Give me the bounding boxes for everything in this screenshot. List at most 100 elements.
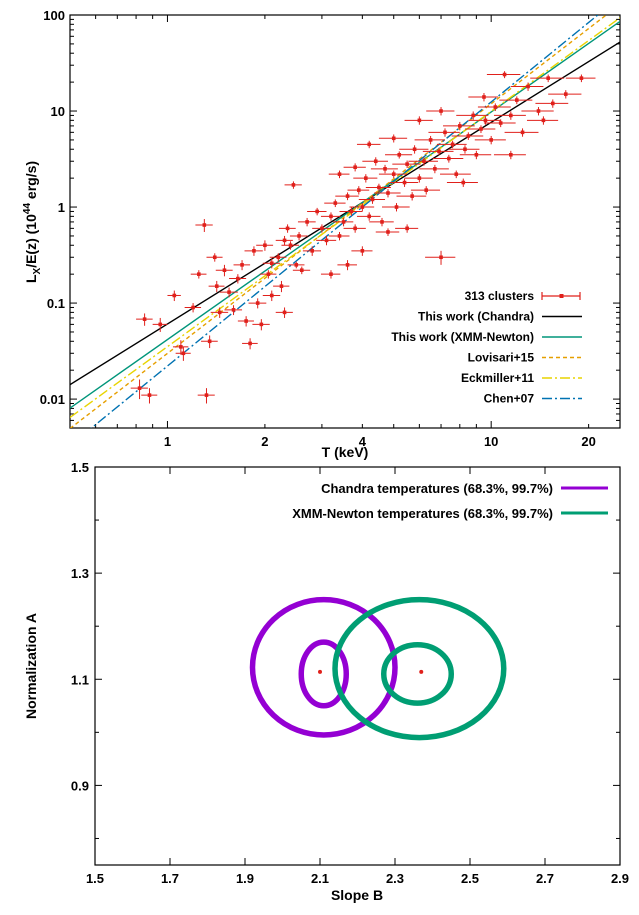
bottom-x-tick-label: 2.1 <box>311 871 329 886</box>
cluster-point <box>190 270 207 279</box>
cluster-point <box>493 111 526 120</box>
cluster-point <box>208 280 225 293</box>
cluster-point <box>448 145 480 154</box>
cluster-point <box>320 270 341 279</box>
cluster-point <box>252 319 270 331</box>
top-x-tick-label: 20 <box>581 434 595 449</box>
cluster-point <box>468 93 499 102</box>
cluster-point <box>292 266 311 275</box>
top-x-tick-label: 2 <box>261 434 268 449</box>
cluster-point <box>333 217 354 227</box>
cluster-point <box>362 157 388 166</box>
legend-label: Eckmiller+11 <box>461 371 534 385</box>
cluster-point <box>426 107 455 116</box>
cluster-point <box>410 186 441 195</box>
bottom-y-tick-label: 1.5 <box>71 460 89 475</box>
legend-label: XMM-Newton temperatures (68.3%, 99.7%) <box>292 506 553 521</box>
cluster-point <box>436 140 467 149</box>
cluster-point <box>440 170 471 179</box>
legend-label: This work (XMM-Newton) <box>391 330 534 344</box>
cluster-point <box>167 290 181 302</box>
legend-label: Chen+07 <box>484 392 535 406</box>
top-x-tick-label: 10 <box>484 434 498 449</box>
top-x-tick-label: 1 <box>164 434 171 449</box>
top-y-axis-label: LX/E(z) (1044 erg/s) <box>22 161 43 283</box>
cluster-point <box>262 290 281 302</box>
cluster-point <box>297 217 316 227</box>
cluster-point <box>459 150 492 160</box>
y-label-end: erg/s) <box>23 161 39 203</box>
confidence-contour <box>332 596 507 741</box>
top-y-tick-label: 10 <box>51 104 65 119</box>
cluster-point <box>565 74 596 83</box>
cluster-point <box>451 132 484 140</box>
confidence-contour <box>249 596 398 738</box>
cluster-point <box>365 183 391 192</box>
cluster-point <box>356 212 381 221</box>
cluster-point <box>269 253 287 262</box>
legend-label: Chandra temperatures (68.3%, 99.7%) <box>321 481 553 496</box>
cluster-point <box>456 111 489 120</box>
bottom-x-axis-label: Slope B <box>331 887 383 903</box>
cluster-point <box>339 207 363 216</box>
confidence-contour <box>298 639 349 709</box>
cluster-point <box>382 203 410 212</box>
cluster-point <box>273 280 290 293</box>
cluster-point <box>172 340 189 355</box>
cluster-point <box>477 103 511 112</box>
cluster-point <box>275 235 293 246</box>
fit-line-this-work-xmm-newton- <box>70 20 620 409</box>
bottom-y-tick-label: 1.1 <box>71 672 89 687</box>
contour-panel: 1.5 1.7 1.9 2.1 2.3 2.5 2.7 2.9 0.9 1.1 1.3 1.5 Slo… <box>23 460 629 903</box>
cluster-point <box>419 164 449 174</box>
y-label-sup: 44 <box>22 203 33 215</box>
lx-t-panel: 1 2 4 10 20 0.01 0.1 1 10 100 T (keV) LX/E(z) (10… <box>22 8 621 460</box>
cluster-point <box>353 174 378 183</box>
cluster-point <box>370 164 398 174</box>
y-label-sub: X <box>32 267 43 274</box>
bottom-contours <box>249 596 507 741</box>
cluster-point <box>530 74 565 83</box>
y-label-main: L <box>23 274 39 283</box>
cluster-point <box>535 99 569 108</box>
cluster-point <box>262 258 281 269</box>
cluster-point <box>278 224 296 233</box>
confidence-contour <box>381 642 454 706</box>
cluster-point <box>184 303 202 313</box>
y-label-rest: /E(z) (10 <box>23 214 39 268</box>
cluster-point <box>378 134 408 143</box>
cluster-point <box>404 174 433 183</box>
cluster-point <box>302 246 321 256</box>
cluster-point <box>443 121 475 131</box>
top-axis-ticks: 1 2 4 10 20 0.01 0.1 1 10 100 <box>40 8 620 449</box>
cluster-point <box>316 235 337 246</box>
cluster-point <box>504 128 539 137</box>
cluster-point <box>521 107 554 116</box>
fit-line-lovisari-15 <box>70 15 608 428</box>
cluster-point <box>351 246 373 256</box>
cluster-point <box>548 90 582 99</box>
top-y-tick-label: 0.01 <box>40 392 65 407</box>
cluster-point <box>275 307 293 318</box>
cluster-point <box>259 270 277 279</box>
cluster-point <box>392 160 421 169</box>
top-y-tick-label: 100 <box>43 8 65 23</box>
best-fit-point <box>419 669 424 674</box>
cluster-point <box>378 170 408 179</box>
cluster-point <box>237 316 254 327</box>
legend-swatch <box>559 294 564 298</box>
cluster-point <box>395 224 419 233</box>
bottom-y-tick-label: 1.3 <box>71 566 89 581</box>
bottom-legend: Chandra temperatures (68.3%, 99.7%) XMM-N… <box>292 481 608 521</box>
cluster-point <box>130 379 148 400</box>
bottom-x-tick-label: 2.3 <box>386 871 404 886</box>
top-y-tick-label: 0.1 <box>47 296 65 311</box>
cluster-point <box>215 264 233 277</box>
cluster-point <box>307 207 327 216</box>
cluster-point <box>358 195 386 204</box>
cluster-point <box>136 313 153 326</box>
cluster-point <box>141 388 158 404</box>
cluster-point <box>289 231 308 241</box>
